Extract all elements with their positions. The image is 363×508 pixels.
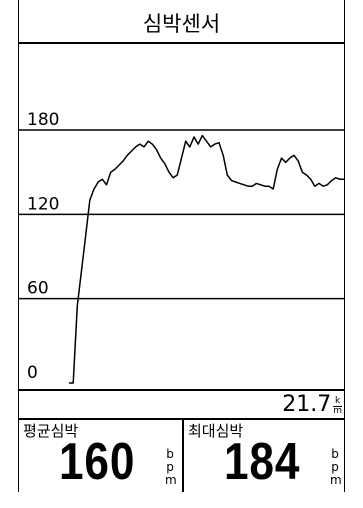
y-tick-label-120: 120 <box>27 194 59 214</box>
heart-rate-line <box>69 134 344 384</box>
avg-heart-rate-value: 160 <box>59 433 136 491</box>
heart-rate-chart: 180 120 60 0 <box>19 100 344 390</box>
avg-unit-p: p <box>166 460 174 474</box>
max-unit-b: b <box>331 447 339 461</box>
y-tick-label-0: 0 <box>27 363 38 383</box>
max-unit-m: m <box>330 473 342 487</box>
distance-value: 21.7 <box>282 392 332 417</box>
stats-divider <box>19 418 344 420</box>
heart-rate-screen: 심박센서 180 120 60 0 21.7 k m 평균심박 160 b p m 최… <box>18 0 345 492</box>
distance-unit: k m <box>333 397 342 416</box>
avg-heart-rate-panel: 평균심박 160 b p m <box>19 420 181 492</box>
avg-unit-b: b <box>166 447 174 461</box>
avg-heart-rate-unit: b p m <box>165 447 177 487</box>
max-heart-rate-unit: b p m <box>330 447 342 487</box>
max-heart-rate-value: 184 <box>224 433 301 491</box>
distance-unit-bottom: m <box>333 406 342 416</box>
title-divider <box>19 42 344 44</box>
max-heart-rate-panel: 최대심박 184 b p m <box>182 420 344 492</box>
max-heart-rate-label: 최대심박 <box>188 422 244 440</box>
avg-unit-m: m <box>165 473 177 487</box>
page-title: 심박센서 <box>142 12 221 36</box>
y-tick-label-60: 60 <box>27 279 49 299</box>
max-unit-p: p <box>331 460 339 474</box>
avg-heart-rate-label: 평균심박 <box>23 422 79 440</box>
chart-bottom-divider <box>19 389 344 391</box>
distance-readout: 21.7 k m <box>282 390 342 416</box>
y-tick-label-180: 180 <box>27 110 59 130</box>
distance-unit-top: k <box>335 396 341 406</box>
chart-svg: 180 120 60 0 <box>19 110 344 384</box>
